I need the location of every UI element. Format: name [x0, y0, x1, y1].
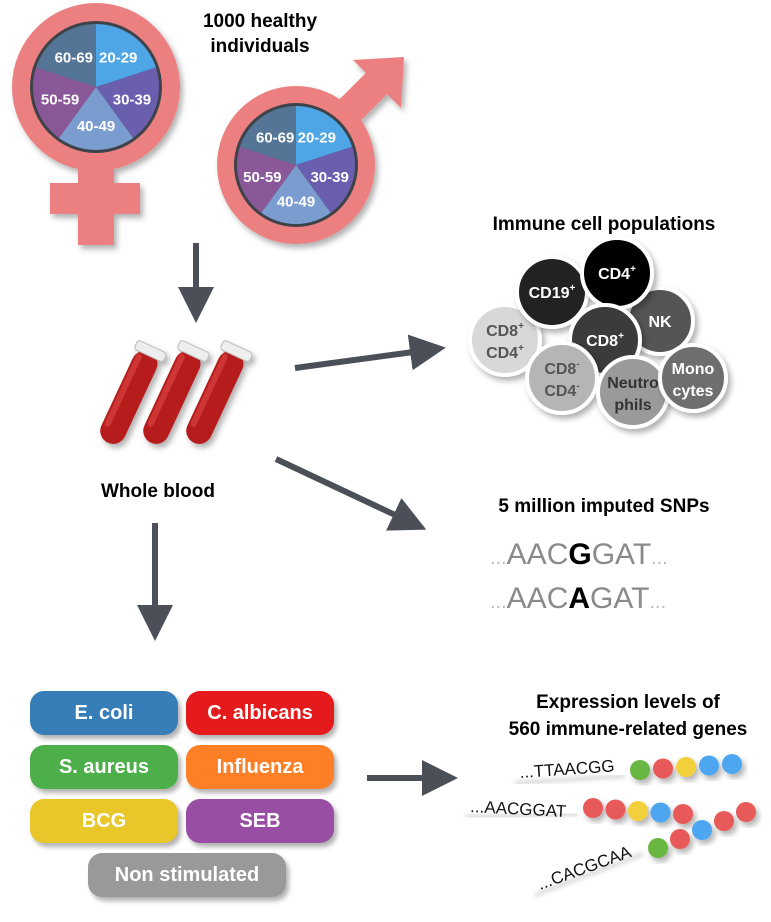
svg-text:CD19+: CD19+ [529, 283, 576, 302]
expression-title-line-1: Expression levels of [536, 692, 720, 713]
stimulus-c-albicans: C. albicans [186, 691, 334, 735]
stimulus-influenza: Influenza [186, 745, 334, 789]
expression-bead [650, 802, 671, 823]
female-slice-label: 30-39 [113, 92, 151, 109]
cell-monocytes-7: Mono cytes [658, 343, 728, 413]
svg-text:NK: NK [648, 314, 672, 331]
snp-row-2: ...AACAGAT... [490, 582, 666, 615]
svg-text:CD8+: CD8+ [486, 321, 524, 340]
stimulus-bcg: BCG [30, 799, 178, 843]
expression-bead [692, 820, 712, 840]
arrow-to-snps [274, 456, 427, 531]
svg-text:Neutro: Neutro [607, 375, 659, 392]
male-slice-30-39 [296, 146, 355, 213]
male-slice-label: 30-39 [310, 169, 348, 186]
svg-text:cytes: cytes [673, 383, 714, 400]
cell-nk-2: NK [625, 286, 695, 356]
male-slice-60-69 [239, 106, 296, 165]
male-slice-label: 20-29 [298, 129, 336, 146]
female-slice-30-39 [96, 67, 159, 138]
cell-cd8cd4-5: CD8- CD4- [525, 341, 599, 415]
cell-cd4-3: CD4+ [580, 236, 654, 310]
female-slice-label: 40-49 [77, 118, 115, 135]
female-slice-20-29 [96, 24, 156, 87]
stimulus-s-aureus: S. aureus [30, 745, 178, 789]
expression-bead [653, 758, 673, 779]
svg-text:phils: phils [614, 397, 651, 414]
expression-bead [722, 754, 742, 774]
female-slice-label: 60-69 [55, 49, 93, 66]
gene-expression-rows: ...TTAACGG ...AACGGAT ...CACGCAA [464, 754, 756, 897]
male-slice-40-49 [261, 165, 331, 225]
female-slice-label: 20-29 [99, 49, 137, 66]
male-age-pie: 20-29 30-39 40-49 50-59 60-69 [234, 103, 358, 227]
female-age-pie: 20-29 30-39 40-49 50-59 60-69 [30, 21, 162, 153]
snp-row-1: ...AACGGAT... [490, 538, 668, 571]
stimulus-seb: SEB [186, 799, 334, 843]
title-line-1: 1000 healthy [203, 11, 317, 32]
expression-bead [676, 757, 696, 777]
immune-cell-cluster: CD8+ CD4+ CD19+ NK CD4+ CD8+ CD8- CD4- Neutro phi… [468, 236, 728, 429]
expression-bead [699, 755, 719, 776]
expression-bead [736, 802, 756, 822]
female-slice-40-49 [58, 87, 134, 150]
svg-text:Mono: Mono [672, 361, 715, 378]
male-slice-20-29 [296, 106, 353, 165]
snp-variant-a: A [568, 582, 590, 615]
expression-bead [670, 829, 690, 849]
male-slice-label: 50-59 [243, 169, 281, 186]
snp-variant-g: G [568, 538, 591, 571]
svg-text:CD4+: CD4+ [598, 264, 636, 283]
blood-tubes-icon [100, 340, 253, 444]
cell-neutrophils-6: Neutro phils [596, 355, 670, 429]
arrow-to-immune-cells [294, 334, 446, 371]
snps-title: 5 million imputed SNPs [498, 496, 709, 517]
gene-sequence: ...CACGCAA [535, 842, 634, 894]
female-slice-label: 50-59 [41, 92, 79, 109]
male-slice-50-59 [236, 146, 296, 213]
gene-row-1: ...TTAACGG [514, 754, 742, 785]
expression-bead [648, 838, 668, 858]
expression-bead [630, 760, 650, 780]
whole-blood-label: Whole blood [101, 481, 215, 502]
svg-text:CD4-: CD4- [544, 381, 579, 400]
stimulus-non-stimulated: Non stimulated [88, 853, 286, 897]
gene-row-2: ...AACGGAT [464, 797, 693, 824]
immune-title: Immune cell populations [493, 214, 716, 235]
female-slice-60-69 [36, 24, 96, 87]
female-slice-50-59 [33, 67, 96, 138]
male-slice-label: 40-49 [277, 193, 315, 210]
svg-text:CD8-: CD8- [544, 359, 579, 378]
expression-bead [714, 811, 734, 831]
stimulus-e-coli: E. coli [30, 691, 178, 735]
expression-title-line-2: 560 immune-related genes [509, 719, 748, 740]
expression-bead [583, 798, 603, 818]
svg-text:CD8+: CD8+ [586, 331, 624, 350]
cell-cd8cd4-0: CD8+ CD4+ [468, 303, 542, 377]
svg-text:CD4+: CD4+ [486, 343, 524, 362]
expression-bead [673, 804, 693, 824]
snp-sequences: ...AACGGAT... ...AACAGAT... [490, 538, 668, 615]
expression-bead [628, 801, 648, 821]
expression-bead [605, 799, 626, 820]
male-slice-label: 60-69 [256, 129, 294, 146]
title-line-2: individuals [210, 36, 309, 57]
